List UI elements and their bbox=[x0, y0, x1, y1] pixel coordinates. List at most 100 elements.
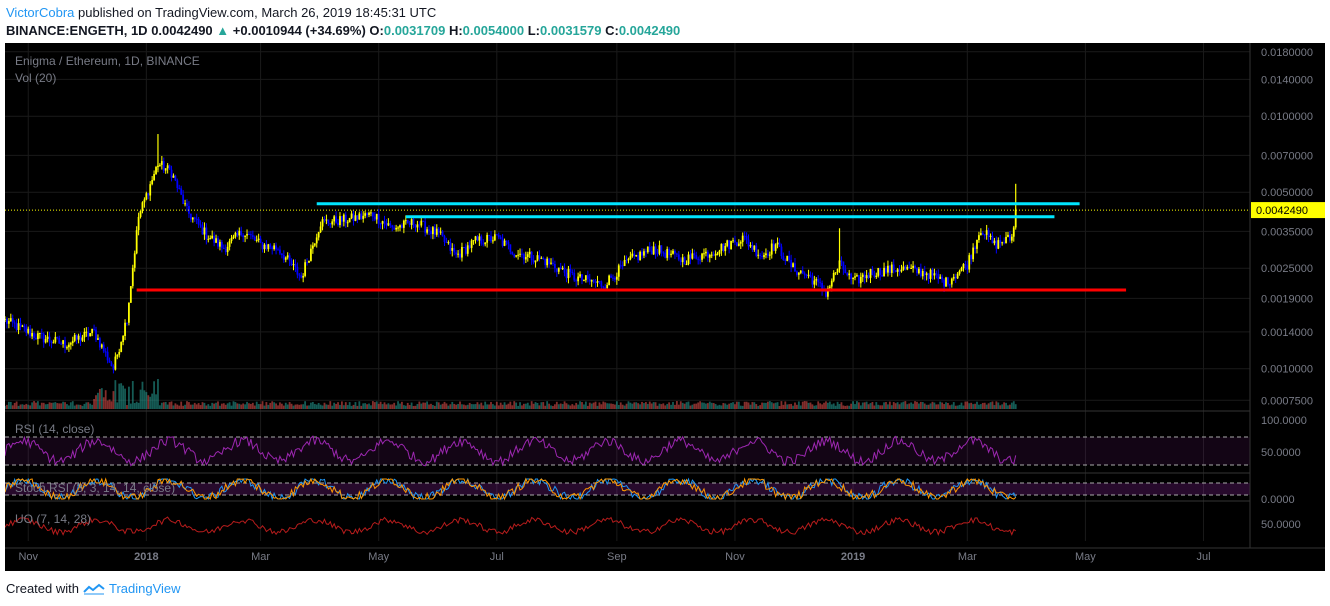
volume-bar bbox=[265, 402, 268, 409]
volume-bar bbox=[923, 403, 926, 409]
candle-body bbox=[17, 323, 20, 330]
volume-bar bbox=[104, 390, 107, 409]
volume-bar bbox=[366, 404, 368, 409]
candle-body bbox=[337, 222, 339, 226]
volume-bar bbox=[205, 405, 208, 409]
candle-body bbox=[366, 213, 368, 215]
candle-body bbox=[962, 264, 965, 269]
volume-bar bbox=[62, 401, 64, 409]
tradingview-link[interactable]: TradingView bbox=[108, 581, 181, 596]
candle-body bbox=[480, 236, 483, 244]
volume-bar bbox=[255, 401, 258, 409]
candle-body bbox=[943, 279, 945, 287]
high-label: H: bbox=[448, 23, 463, 38]
candle-body bbox=[114, 356, 117, 370]
volume-bar bbox=[656, 405, 659, 409]
candle-body bbox=[933, 273, 936, 276]
candle-body bbox=[598, 281, 601, 283]
volume-bar bbox=[42, 402, 45, 409]
candle-body bbox=[730, 240, 732, 250]
author-link[interactable]: VictorCobra bbox=[6, 5, 75, 20]
volume-bar bbox=[931, 401, 934, 409]
candle-body bbox=[11, 318, 14, 323]
volume-bar bbox=[337, 402, 339, 409]
candle-body bbox=[950, 278, 953, 285]
volume-bar bbox=[724, 403, 727, 409]
volume-bar bbox=[21, 404, 24, 409]
candle-body bbox=[290, 260, 293, 266]
volume-bar bbox=[492, 404, 494, 409]
candle-body bbox=[952, 276, 955, 279]
candle-body bbox=[1005, 236, 1007, 243]
volume-bar bbox=[524, 403, 527, 409]
rsi-legend: RSI (14, close) bbox=[15, 422, 94, 436]
candle-body bbox=[976, 240, 978, 249]
volume-bar bbox=[1005, 402, 1007, 409]
candle-body bbox=[571, 271, 574, 274]
volume-bar bbox=[215, 402, 217, 409]
chart-canvas[interactable]: 0.0180000 0.0140000 0.0100000 0.0070000 0.00… bbox=[5, 43, 1325, 571]
volume-bar bbox=[964, 401, 967, 409]
candle-body bbox=[507, 242, 510, 245]
candle-body bbox=[135, 230, 138, 254]
volume-bar bbox=[325, 404, 328, 409]
volume-bar bbox=[129, 403, 132, 409]
candle-body bbox=[410, 219, 413, 225]
candle-body bbox=[941, 276, 944, 280]
volume-bar bbox=[462, 404, 465, 409]
volume-bar bbox=[757, 405, 760, 409]
candle-body bbox=[644, 251, 647, 253]
price-tick-label: 0.0025000 bbox=[1261, 263, 1313, 275]
volume-bar bbox=[825, 401, 827, 409]
volume-bar bbox=[466, 404, 469, 409]
candle-body bbox=[472, 240, 475, 242]
volume-bar bbox=[251, 402, 254, 409]
volume-bar bbox=[588, 402, 591, 409]
volume-bar bbox=[716, 405, 719, 409]
candle-body bbox=[821, 282, 823, 291]
volume-bar bbox=[319, 404, 322, 409]
candle-body bbox=[87, 331, 90, 337]
trend-lines[interactable] bbox=[5, 202, 1250, 292]
volume-bar bbox=[85, 402, 88, 409]
candle-body bbox=[1012, 227, 1015, 237]
candle-body bbox=[888, 265, 891, 273]
volume-bar bbox=[635, 402, 638, 409]
stoch-label: 0.0000 bbox=[1261, 494, 1295, 506]
candle-body bbox=[279, 249, 281, 254]
volume-bar bbox=[269, 402, 272, 409]
candle-body bbox=[377, 213, 380, 224]
volume-bar bbox=[857, 402, 860, 409]
candle-body bbox=[981, 233, 984, 235]
candle-body bbox=[674, 250, 676, 254]
volume-bar bbox=[402, 405, 405, 409]
volume-bar bbox=[348, 402, 351, 409]
candle-body bbox=[464, 247, 467, 254]
candle-body bbox=[160, 161, 163, 165]
candle-body bbox=[81, 337, 84, 341]
created-with-text: Created with bbox=[6, 581, 79, 596]
volume-bar bbox=[766, 401, 769, 409]
volume-bar bbox=[234, 402, 237, 409]
candle-body bbox=[193, 217, 196, 219]
volume-bar bbox=[401, 401, 403, 409]
volume-bar bbox=[1007, 405, 1009, 409]
candle-body bbox=[191, 217, 194, 220]
candle-body bbox=[133, 253, 136, 268]
volume-bar bbox=[1001, 404, 1004, 409]
volume-bar bbox=[879, 405, 882, 409]
candle-body bbox=[449, 242, 452, 251]
volume-bar bbox=[956, 405, 959, 409]
candle-body bbox=[796, 271, 798, 275]
volume-bar bbox=[23, 404, 26, 409]
volume-bar bbox=[507, 403, 510, 409]
candle-body bbox=[643, 251, 645, 256]
volume-bar bbox=[867, 404, 870, 409]
volume-bar bbox=[451, 401, 454, 409]
candle-body bbox=[352, 213, 355, 221]
volume-bar bbox=[559, 403, 562, 409]
last-price: 0.0042490 bbox=[151, 23, 213, 38]
candle-body bbox=[927, 273, 930, 279]
candle-body bbox=[362, 215, 365, 219]
candle-body bbox=[577, 276, 580, 282]
